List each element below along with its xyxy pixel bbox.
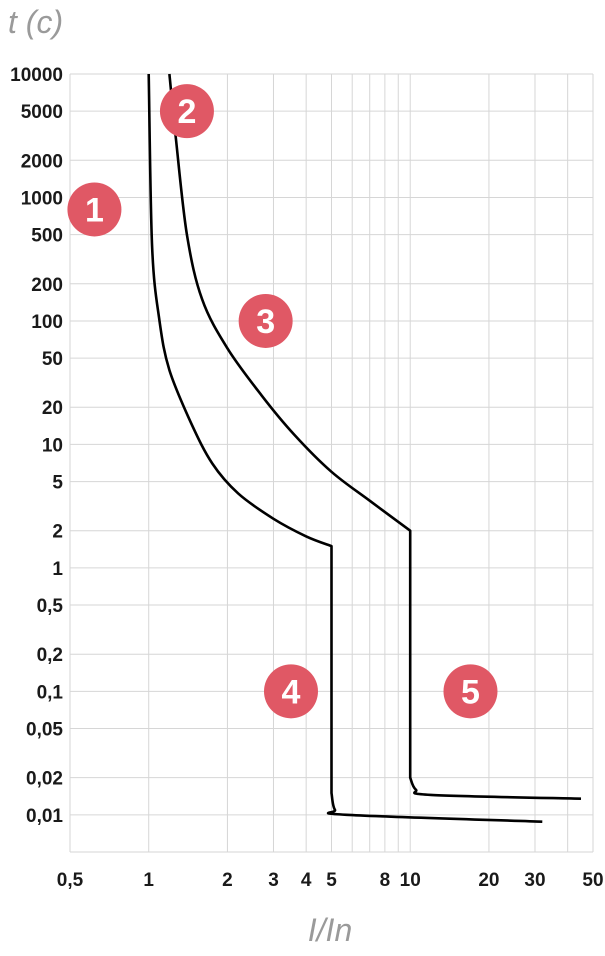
y-tick-label: 0,01 <box>26 806 63 827</box>
y-tick-label: 10 <box>42 435 63 456</box>
annotation-circle <box>443 664 498 719</box>
annotation-label: 2 <box>177 93 196 131</box>
x-tick-label: 5 <box>326 870 337 891</box>
x-tick-label: 8 <box>380 870 391 891</box>
tick-layer: 0,5 1 2 3 4 5 8 10 20 30 5010000500020001000500200… <box>10 65 603 891</box>
y-tick-label: 2000 <box>21 151 63 172</box>
y-tick-label: 500 <box>31 226 63 247</box>
x-tick-label: 10 <box>400 870 421 891</box>
x-tick-label: 3 <box>268 870 279 891</box>
annotation-circle <box>263 664 318 719</box>
y-tick-label: 10000 <box>10 65 63 86</box>
series-curve-1 <box>147 73 543 823</box>
annotation-label: 3 <box>256 303 275 341</box>
y-tick-label: 0,5 <box>37 596 64 617</box>
x-axis-title: I/In <box>308 912 352 948</box>
badge-layer: 1 2 3 4 5 <box>67 84 498 719</box>
annotation-circle <box>159 84 214 139</box>
y-tick-label: 0,05 <box>26 720 63 741</box>
curve-layer <box>147 73 582 823</box>
y-tick-label: 1 <box>52 559 63 580</box>
y-tick-label: 5 <box>52 473 63 494</box>
grid-layer <box>69 73 594 853</box>
y-tick-label: 0,2 <box>37 645 63 666</box>
annotation-badge-5: 5 <box>443 664 498 719</box>
x-tick-label: 4 <box>301 870 312 891</box>
y-tick-label: 0,02 <box>26 769 63 790</box>
annotation-badge-2: 2 <box>159 84 214 139</box>
x-tick-label: 20 <box>478 870 499 891</box>
x-tick-label: 30 <box>524 870 545 891</box>
y-tick-label: 50 <box>42 349 63 370</box>
x-tick-label: 50 <box>582 870 603 891</box>
annotation-badge-1: 1 <box>67 182 122 237</box>
annotation-label: 1 <box>85 191 104 229</box>
annotation-label: 5 <box>461 673 480 711</box>
y-tick-label: 0,1 <box>37 682 64 703</box>
y-tick-label: 100 <box>31 312 63 333</box>
y-tick-label: 20 <box>42 398 63 419</box>
x-tick-label: 1 <box>143 870 154 891</box>
annotation-badge-3: 3 <box>238 293 293 348</box>
y-tick-label: 5000 <box>21 102 63 123</box>
x-tick-label: 2 <box>222 870 233 891</box>
annotation-circle <box>238 293 293 348</box>
y-tick-label: 2 <box>52 522 63 543</box>
annotation-circle <box>67 182 122 237</box>
series-curve-2 <box>168 73 582 800</box>
annotation-badge-4: 4 <box>263 664 318 719</box>
y-tick-label: 1000 <box>21 188 63 209</box>
y-axis-title: t (c) <box>8 4 63 40</box>
x-tick-label: 0,5 <box>57 870 84 891</box>
annotation-label: 4 <box>282 673 301 711</box>
y-tick-label: 200 <box>31 275 63 296</box>
